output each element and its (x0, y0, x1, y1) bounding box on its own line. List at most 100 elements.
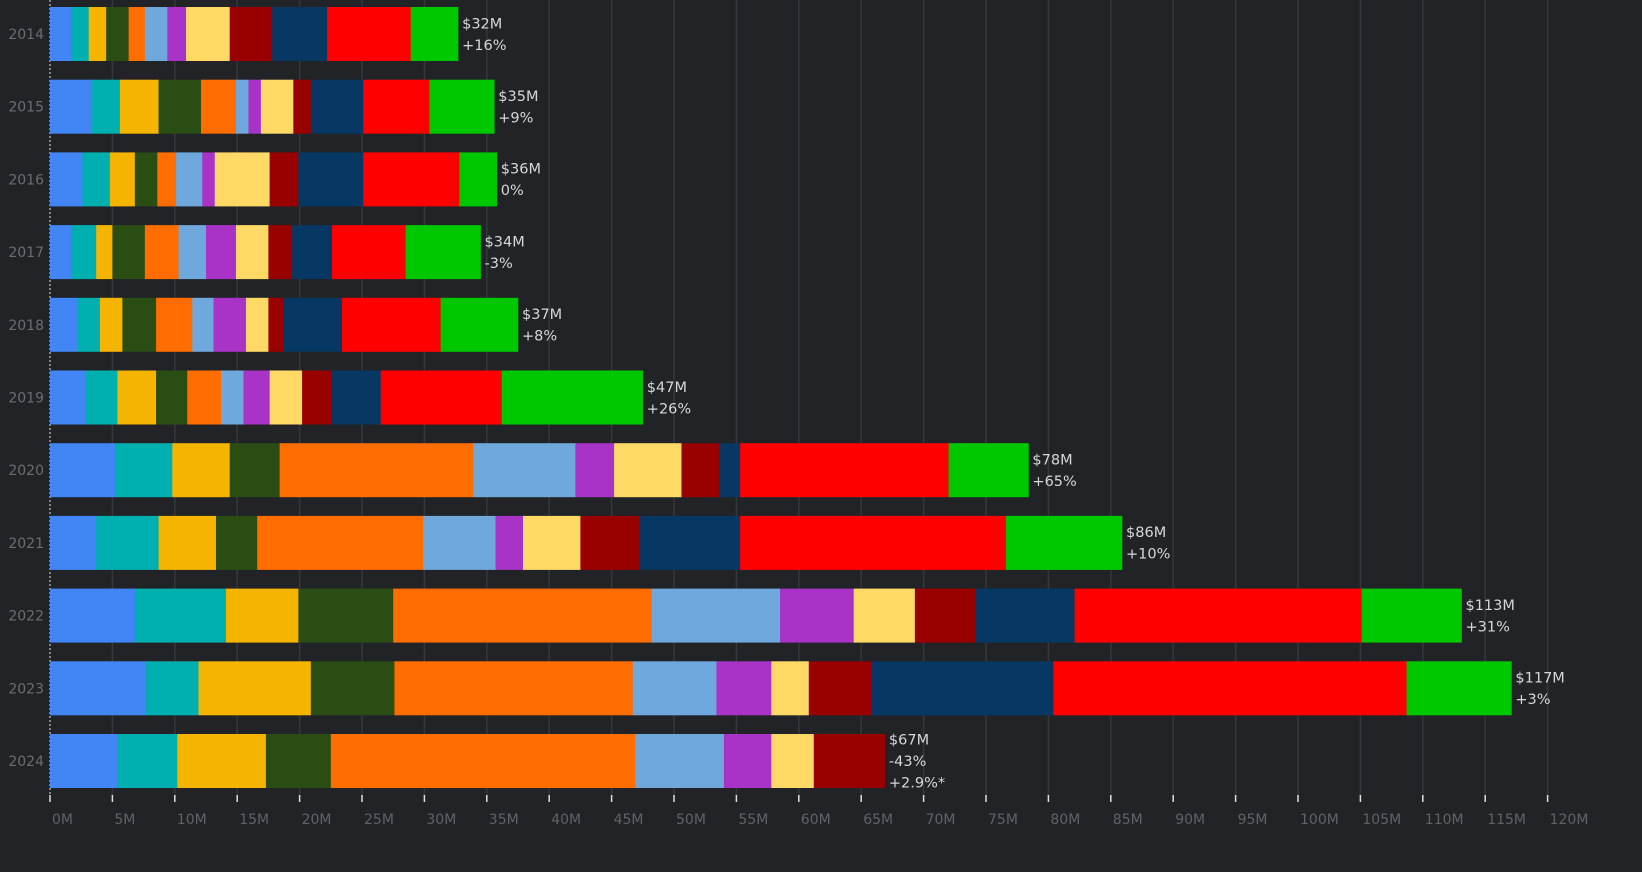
bar-segment (192, 297, 214, 352)
bar-segment (134, 152, 158, 207)
data-label: $67M (889, 733, 929, 749)
bar-segment (176, 152, 203, 207)
bar-segment (144, 7, 168, 61)
bar-segment (177, 734, 267, 788)
bar-segment (632, 661, 717, 716)
bar-segment (146, 661, 199, 716)
bar-segment (50, 370, 87, 425)
bar-segment (50, 152, 83, 207)
bar-segment (310, 661, 395, 716)
bar-segment (112, 225, 146, 280)
bar-segment (522, 515, 581, 570)
bar-segment (948, 443, 1029, 498)
x-tick-label: 30M (426, 812, 456, 828)
bar-segment (96, 225, 113, 280)
bar-segment (808, 661, 872, 716)
x-tick-label: 70M (926, 812, 956, 828)
data-label: $86M (1126, 525, 1166, 541)
data-label: +65% (1032, 474, 1076, 490)
bar-segment (235, 79, 249, 134)
data-label: $117M (1515, 671, 1564, 687)
bar-segment (327, 7, 411, 61)
bar-segment (405, 225, 481, 280)
bar-segment (158, 79, 202, 134)
bar-segment (639, 515, 741, 570)
bar-segment (279, 443, 474, 498)
bar-segment (853, 588, 916, 643)
bar-segment (298, 588, 394, 643)
year-label: 2019 (8, 391, 44, 407)
x-tick-label: 45M (614, 812, 644, 828)
bar-segment (91, 79, 121, 134)
bar-segment (220, 370, 244, 425)
bar-segment (342, 297, 441, 352)
bar-segment (50, 588, 136, 643)
bar-segment (1361, 588, 1462, 643)
bar-segment (501, 370, 644, 425)
x-tick-label: 55M (738, 812, 768, 828)
bar-segment (172, 443, 231, 498)
bar-segment (681, 443, 720, 498)
bar-segment (82, 152, 111, 207)
bar-segment (716, 661, 772, 716)
bar-segment (330, 734, 636, 788)
x-tick-label: 40M (551, 812, 581, 828)
bar-segment (298, 152, 364, 207)
x-tick-label: 35M (489, 812, 519, 828)
x-tick-label: 115M (1487, 812, 1526, 828)
data-label: $37M (522, 307, 562, 323)
data-label: $36M (501, 162, 541, 178)
bar-segment (723, 734, 772, 788)
year-label: 2016 (8, 172, 44, 188)
x-tick-label: 5M (114, 812, 135, 828)
bar-segment (332, 370, 382, 425)
year-label: 2018 (8, 318, 44, 334)
bar-segment (156, 370, 188, 425)
bar-segment (635, 734, 725, 788)
bar-segment (215, 515, 258, 570)
bar-segment (157, 152, 177, 207)
x-tick-label: 95M (1238, 812, 1268, 828)
bar-segment (214, 152, 270, 207)
x-tick-label: 60M (801, 812, 831, 828)
bar-segment (651, 588, 781, 643)
bar-segment (302, 370, 333, 425)
x-tick-label: 85M (1113, 812, 1143, 828)
bar-segment (245, 297, 269, 352)
bar-segment (771, 734, 815, 788)
bar-segment (50, 734, 118, 788)
x-tick-label: 65M (863, 812, 893, 828)
year-label: 2014 (8, 27, 44, 43)
bar-segment (580, 515, 640, 570)
bar-segment (473, 443, 576, 498)
bar-segment (293, 79, 312, 134)
bar-segment (771, 661, 810, 716)
x-tick-label: 110M (1425, 812, 1464, 828)
bar-segment (1005, 515, 1123, 570)
bar-segment (429, 79, 495, 134)
bar-segment (178, 225, 207, 280)
data-label: $47M (647, 380, 687, 396)
bar-segment (363, 79, 430, 134)
x-tick-label: 120M (1550, 812, 1589, 828)
bar-segment (88, 7, 107, 61)
bar-segment (144, 225, 179, 280)
year-label: 2017 (8, 245, 44, 261)
data-label: $78M (1032, 452, 1072, 468)
x-tick-label: 90M (1175, 812, 1205, 828)
bar-segment (914, 588, 977, 643)
data-label: +8% (522, 329, 557, 345)
bar-segment (718, 443, 741, 498)
bar-segment (225, 588, 299, 643)
bar-segment (96, 515, 159, 570)
bar-segment (243, 370, 270, 425)
bar-segment (134, 588, 227, 643)
bar-segment (229, 443, 280, 498)
bar-segment (128, 7, 146, 61)
bar-segment (71, 225, 97, 280)
bar-segment (187, 370, 222, 425)
bar-segment (248, 79, 262, 134)
bar-segment (740, 515, 1007, 570)
bar-segment (202, 152, 216, 207)
